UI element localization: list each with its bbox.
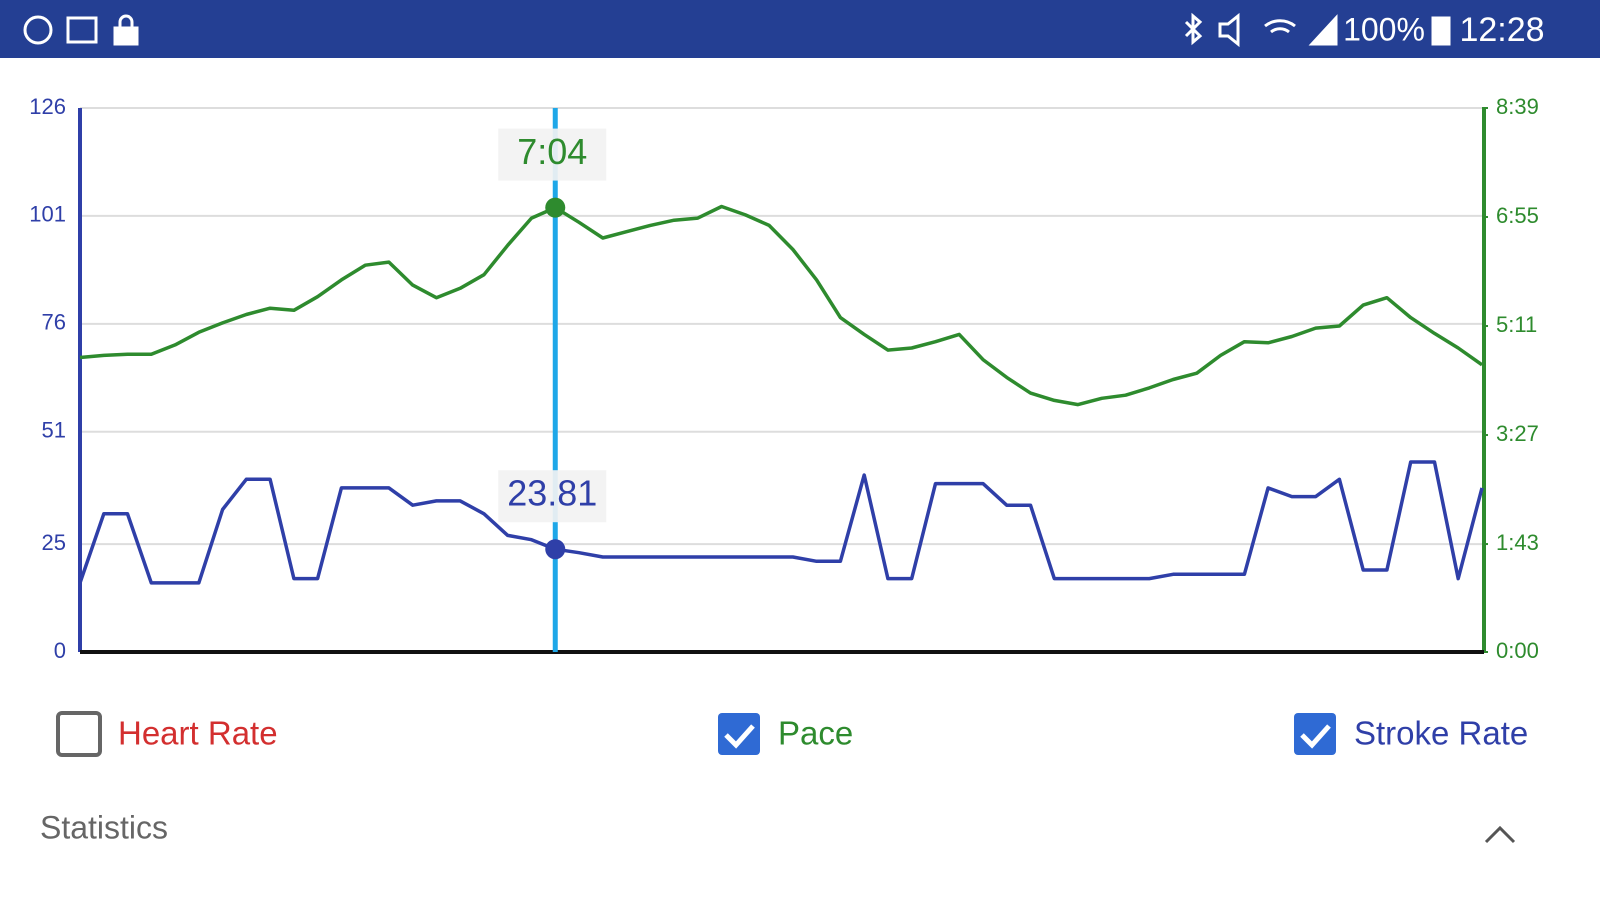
y2-tick-label: 1:43 — [1496, 530, 1539, 555]
legend-label: Pace — [778, 715, 853, 752]
tooltip-box — [498, 128, 607, 181]
series-line — [78, 460, 1484, 585]
legend: Heart Rate Pace Stroke Rate — [56, 711, 1528, 757]
tooltip-label: 23.81 — [507, 473, 597, 514]
status-icons — [23, 12, 1451, 48]
clock: 12:28 — [1459, 11, 1544, 49]
checkmark — [1300, 724, 1331, 749]
y2-tick-label: 8:39 — [1496, 94, 1539, 119]
cursor-point — [545, 539, 566, 560]
checkbox-checked[interactable] — [718, 713, 760, 755]
series-line — [79, 204, 1484, 407]
y-tick-label: 76 — [42, 310, 66, 335]
tooltip-box — [498, 470, 607, 523]
y2-tick-label: 5:11 — [1496, 312, 1537, 337]
tooltip-label: 7:04 — [517, 131, 587, 172]
legend-toggle[interactable]: Stroke Rate — [1294, 713, 1528, 755]
y2-tick-label: 6:55 — [1496, 203, 1539, 228]
checkmark — [724, 724, 755, 749]
y-tick-label: 51 — [42, 418, 66, 443]
y2-tick-label: 3:27 — [1496, 421, 1539, 446]
battery-level: 100% — [1343, 11, 1425, 47]
checkbox-unchecked[interactable] — [56, 711, 102, 757]
y-tick-label: 101 — [29, 202, 66, 227]
legend-toggle[interactable]: Heart Rate — [56, 711, 278, 757]
y-tick-label: 0 — [54, 638, 66, 663]
section-title: Statistics — [40, 809, 168, 845]
chart: 0 25 51 76 101 126 0:00 1:43 3:27 5:11 6:55 8:39 7:0… — [29, 94, 1539, 663]
y2-tick-label: 0:00 — [1496, 638, 1539, 663]
y-tick-label: 126 — [29, 94, 66, 119]
y-tick-label: 25 — [42, 530, 66, 555]
legend-label: Stroke Rate — [1354, 715, 1528, 752]
legend-label: Heart Rate — [118, 715, 278, 752]
cursor-point — [545, 197, 566, 218]
checkbox-checked[interactable] — [1294, 713, 1336, 755]
legend-toggle[interactable]: Pace — [718, 713, 853, 755]
collapse-toggle[interactable] — [1484, 825, 1516, 844]
